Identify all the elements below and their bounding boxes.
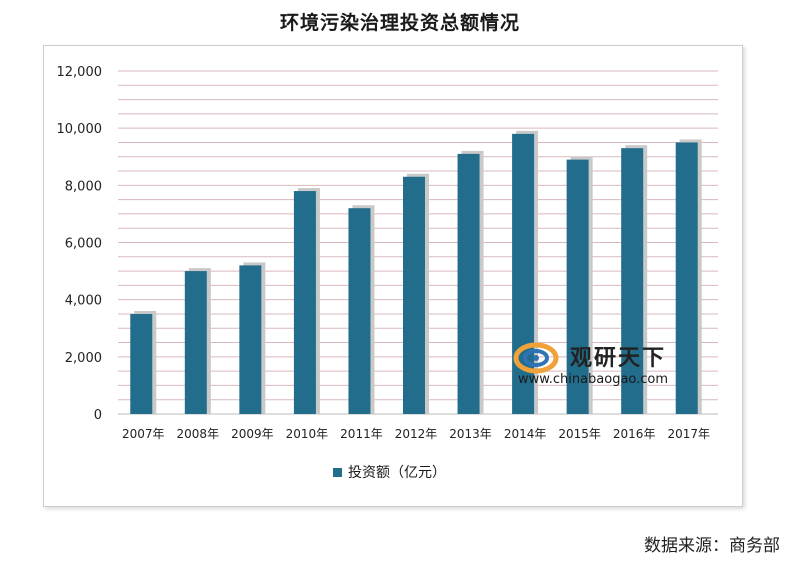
chart-title: 环境污染治理投资总额情况 — [279, 12, 520, 34]
y-tick-label: 4,000 — [65, 294, 102, 309]
x-tick-label: 2016年 — [613, 427, 656, 441]
watermark-logo-icon — [513, 342, 559, 374]
y-tick-label: 6,000 — [65, 237, 102, 252]
x-tick-label: 2014年 — [504, 427, 547, 441]
watermark-url: www.chinabaogao.com — [518, 372, 669, 387]
y-tick-label: 10,000 — [57, 122, 103, 137]
bar — [293, 191, 316, 414]
y-tick-label: 2,000 — [65, 351, 102, 366]
bar — [348, 208, 371, 414]
y-tick-label: 0 — [94, 408, 102, 423]
bar — [621, 148, 644, 415]
x-tick-label: 2008年 — [177, 427, 220, 441]
bar — [675, 142, 698, 415]
legend-label: 投资额（亿元） — [348, 465, 446, 481]
bar — [239, 265, 262, 414]
bar — [403, 176, 425, 414]
y-axis-ticks: 0 2,000 4,000 6,000 8,000 10,000 12,000 — [57, 65, 103, 423]
bar — [130, 313, 153, 414]
legend: 投资额（亿元） — [333, 462, 446, 482]
bar — [184, 271, 207, 414]
bars — [130, 130, 702, 415]
x-tick-label: 2013年 — [449, 427, 492, 441]
x-tick-label: 2012年 — [395, 427, 438, 441]
y-tick-label: 8,000 — [65, 179, 102, 194]
x-tick-label: 2009年 — [231, 427, 274, 441]
bar — [457, 153, 480, 414]
x-tick-label: 2015年 — [558, 427, 601, 441]
source-note: 数据来源：商务部 — [644, 536, 780, 556]
watermark: 观研天下 www.chinabaogao.com — [512, 336, 712, 396]
x-tick-label: 2007年 — [122, 427, 165, 441]
x-tick-label: 2010年 — [286, 427, 329, 441]
x-tick-label: 2017年 — [667, 427, 710, 441]
watermark-name: 观研天下 — [570, 346, 667, 371]
x-tick-label: 2011年 — [340, 427, 383, 441]
x-axis-ticks: 2007年 2008年 2009年 2010年 2011年 2012年 2013年 2014年… — [122, 427, 710, 441]
y-tick-label: 12,000 — [57, 65, 103, 80]
bar — [566, 159, 589, 414]
legend-swatch — [333, 467, 342, 477]
